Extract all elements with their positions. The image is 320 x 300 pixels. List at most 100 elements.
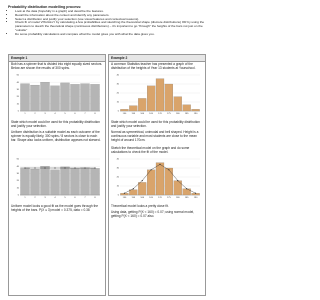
bar bbox=[164, 167, 173, 196]
model-point bbox=[74, 167, 76, 169]
bar bbox=[129, 105, 138, 112]
bar bbox=[155, 162, 165, 196]
paragraph: A common Statistics teacher has presente… bbox=[111, 62, 196, 70]
bar bbox=[147, 85, 156, 112]
bar bbox=[70, 84, 80, 112]
model-point bbox=[132, 188, 134, 190]
bar bbox=[60, 166, 70, 196]
bar bbox=[173, 96, 182, 112]
paragraph: State which model could be used for this… bbox=[11, 120, 100, 128]
bar bbox=[182, 188, 191, 196]
paragraph: State which model could be used for this… bbox=[111, 120, 200, 128]
chart: 0 10 20 30 40 50 1 2 3 4 5 6 7 8 bbox=[17, 159, 100, 199]
bar bbox=[129, 189, 138, 196]
paragraph: Uniform distribution is a suitable model… bbox=[11, 130, 101, 142]
x-tick-label: 175 bbox=[167, 113, 171, 115]
bar bbox=[50, 169, 60, 196]
x-tick-label: 1 bbox=[24, 113, 26, 115]
bar bbox=[40, 82, 50, 112]
bar bbox=[173, 180, 182, 196]
bar bbox=[147, 169, 156, 196]
paragraph: Sketch the theoretical model on the grap… bbox=[111, 146, 190, 154]
bullet-list: Look at the data (hopefully in a graph) … bbox=[6, 9, 211, 37]
bar bbox=[155, 78, 165, 112]
y-tick-label: 0 bbox=[118, 195, 120, 197]
x-tick-label: 1 bbox=[24, 197, 26, 199]
bar bbox=[30, 168, 40, 196]
x-tick-label: 5 bbox=[64, 197, 66, 199]
x-tick-label: 155 bbox=[132, 113, 136, 115]
bar bbox=[191, 109, 200, 112]
bullet: Do some probability calculations and com… bbox=[15, 32, 211, 37]
bar bbox=[90, 168, 100, 196]
x-tick-label: 8 bbox=[94, 197, 96, 199]
bullet: Select a distribution and justify your s… bbox=[15, 17, 211, 22]
x-tick-label: 190 bbox=[194, 113, 198, 115]
bar bbox=[138, 182, 147, 196]
bar bbox=[70, 168, 80, 196]
chart: 0 10 20 30 40 50 1 2 3 4 5 6 7 8 bbox=[17, 75, 100, 115]
x-tick-label: 175 bbox=[167, 197, 171, 199]
bar bbox=[120, 109, 129, 112]
y-tick-label: 50 bbox=[17, 75, 20, 77]
x-tick-label: 190 bbox=[194, 197, 198, 199]
y-tick-label: 50 bbox=[17, 159, 20, 161]
model-point bbox=[186, 188, 188, 190]
x-tick-label: 2 bbox=[34, 113, 36, 115]
bar bbox=[60, 82, 70, 112]
example-heading: Example 2 bbox=[109, 55, 205, 62]
chart: 0 10 20 30 40 150 155 160 165 170 175 180 185 190 bbox=[117, 75, 200, 115]
y-tick-label: 0 bbox=[18, 111, 20, 113]
model-point bbox=[94, 167, 96, 169]
model-point bbox=[34, 167, 36, 169]
bar bbox=[182, 104, 191, 112]
chart: 0 10 20 30 40 150 155 160 165 170 175 180 185 190 bbox=[117, 159, 200, 199]
title: Probability distribution modelling proce… bbox=[8, 5, 82, 9]
x-tick-label: 3 bbox=[44, 113, 46, 115]
model-point bbox=[150, 169, 152, 171]
x-tick-label: 170 bbox=[158, 197, 162, 199]
y-tick-label: 40 bbox=[17, 166, 20, 168]
paragraph: Using data, getting P(X < 160) = 0.07; u… bbox=[111, 210, 195, 218]
y-tick-label: 30 bbox=[17, 89, 20, 91]
y-tick-label: 20 bbox=[117, 177, 120, 179]
bullet: Recall the information about the context… bbox=[15, 13, 211, 18]
y-tick-label: 0 bbox=[18, 195, 20, 197]
x-tick-label: 165 bbox=[149, 113, 153, 115]
y-tick-label: 20 bbox=[17, 180, 20, 182]
x-tick-label: 2 bbox=[34, 197, 36, 199]
x-tick-label: 160 bbox=[140, 197, 144, 199]
y-tick-label: 40 bbox=[17, 82, 20, 84]
x-tick-label: 7 bbox=[84, 113, 86, 115]
bullet: Look at the data (hopefully in a graph) … bbox=[15, 9, 211, 14]
model-point bbox=[123, 192, 126, 194]
model-point bbox=[24, 167, 26, 169]
bar bbox=[50, 85, 60, 112]
x-tick-label: 150 bbox=[123, 113, 127, 115]
x-tick-label: 180 bbox=[176, 113, 180, 115]
x-tick-label: 160 bbox=[140, 113, 144, 115]
y-tick-label: 30 bbox=[17, 173, 20, 175]
x-tick-label: 5 bbox=[64, 113, 66, 115]
bar bbox=[90, 84, 100, 112]
x-tick-label: 165 bbox=[149, 197, 153, 199]
y-tick-label: 10 bbox=[17, 103, 20, 105]
y-tick-label: 20 bbox=[17, 96, 20, 98]
bar bbox=[138, 98, 147, 112]
x-tick-label: 3 bbox=[44, 197, 46, 199]
x-tick-label: 6 bbox=[74, 197, 76, 199]
y-tick-label: 40 bbox=[117, 75, 120, 77]
x-tick-label: 6 bbox=[74, 113, 76, 115]
model-point bbox=[141, 180, 143, 182]
bullet: Check fit of model VISUALLY by calculati… bbox=[15, 20, 211, 32]
paragraph: Uniform model looks a good fit as the mo… bbox=[11, 204, 98, 212]
bar bbox=[20, 83, 30, 112]
x-tick-label: 180 bbox=[176, 197, 180, 199]
y-tick-label: 40 bbox=[117, 159, 120, 161]
x-tick-label: 185 bbox=[185, 197, 189, 199]
y-tick-label: 30 bbox=[117, 84, 120, 86]
paragraph: Bob has a spinner that is divided into e… bbox=[11, 62, 103, 70]
model-point bbox=[177, 180, 179, 182]
y-tick-label: 10 bbox=[117, 186, 120, 188]
paragraph: Theoretical model looks a pretty close f… bbox=[111, 204, 169, 208]
